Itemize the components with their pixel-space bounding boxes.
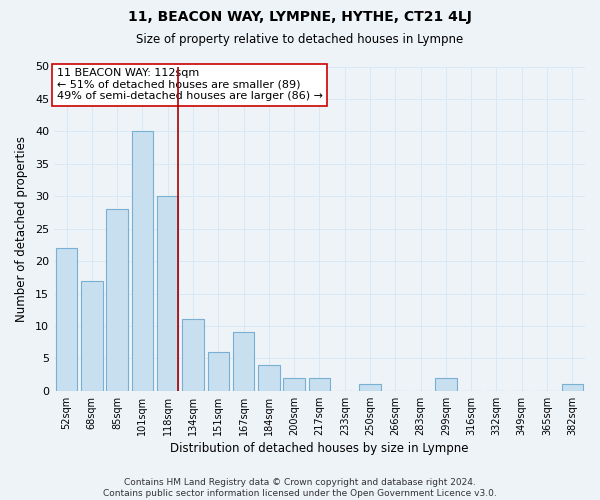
Bar [359, 384, 381, 391]
Bar [131, 132, 153, 391]
Bar [435, 378, 457, 391]
Bar [283, 378, 305, 391]
Bar [106, 209, 128, 391]
Bar [233, 332, 254, 391]
Bar [562, 384, 583, 391]
Text: Size of property relative to detached houses in Lympne: Size of property relative to detached ho… [136, 32, 464, 46]
Text: 11, BEACON WAY, LYMPNE, HYTHE, CT21 4LJ: 11, BEACON WAY, LYMPNE, HYTHE, CT21 4LJ [128, 10, 472, 24]
Text: Contains HM Land Registry data © Crown copyright and database right 2024.
Contai: Contains HM Land Registry data © Crown c… [103, 478, 497, 498]
Bar [309, 378, 330, 391]
X-axis label: Distribution of detached houses by size in Lympne: Distribution of detached houses by size … [170, 442, 469, 455]
Bar [56, 248, 77, 391]
Y-axis label: Number of detached properties: Number of detached properties [15, 136, 28, 322]
Bar [81, 280, 103, 391]
Bar [157, 196, 178, 391]
Bar [182, 320, 204, 391]
Bar [208, 352, 229, 391]
Text: 11 BEACON WAY: 112sqm
← 51% of detached houses are smaller (89)
49% of semi-deta: 11 BEACON WAY: 112sqm ← 51% of detached … [56, 68, 323, 102]
Bar [258, 365, 280, 391]
